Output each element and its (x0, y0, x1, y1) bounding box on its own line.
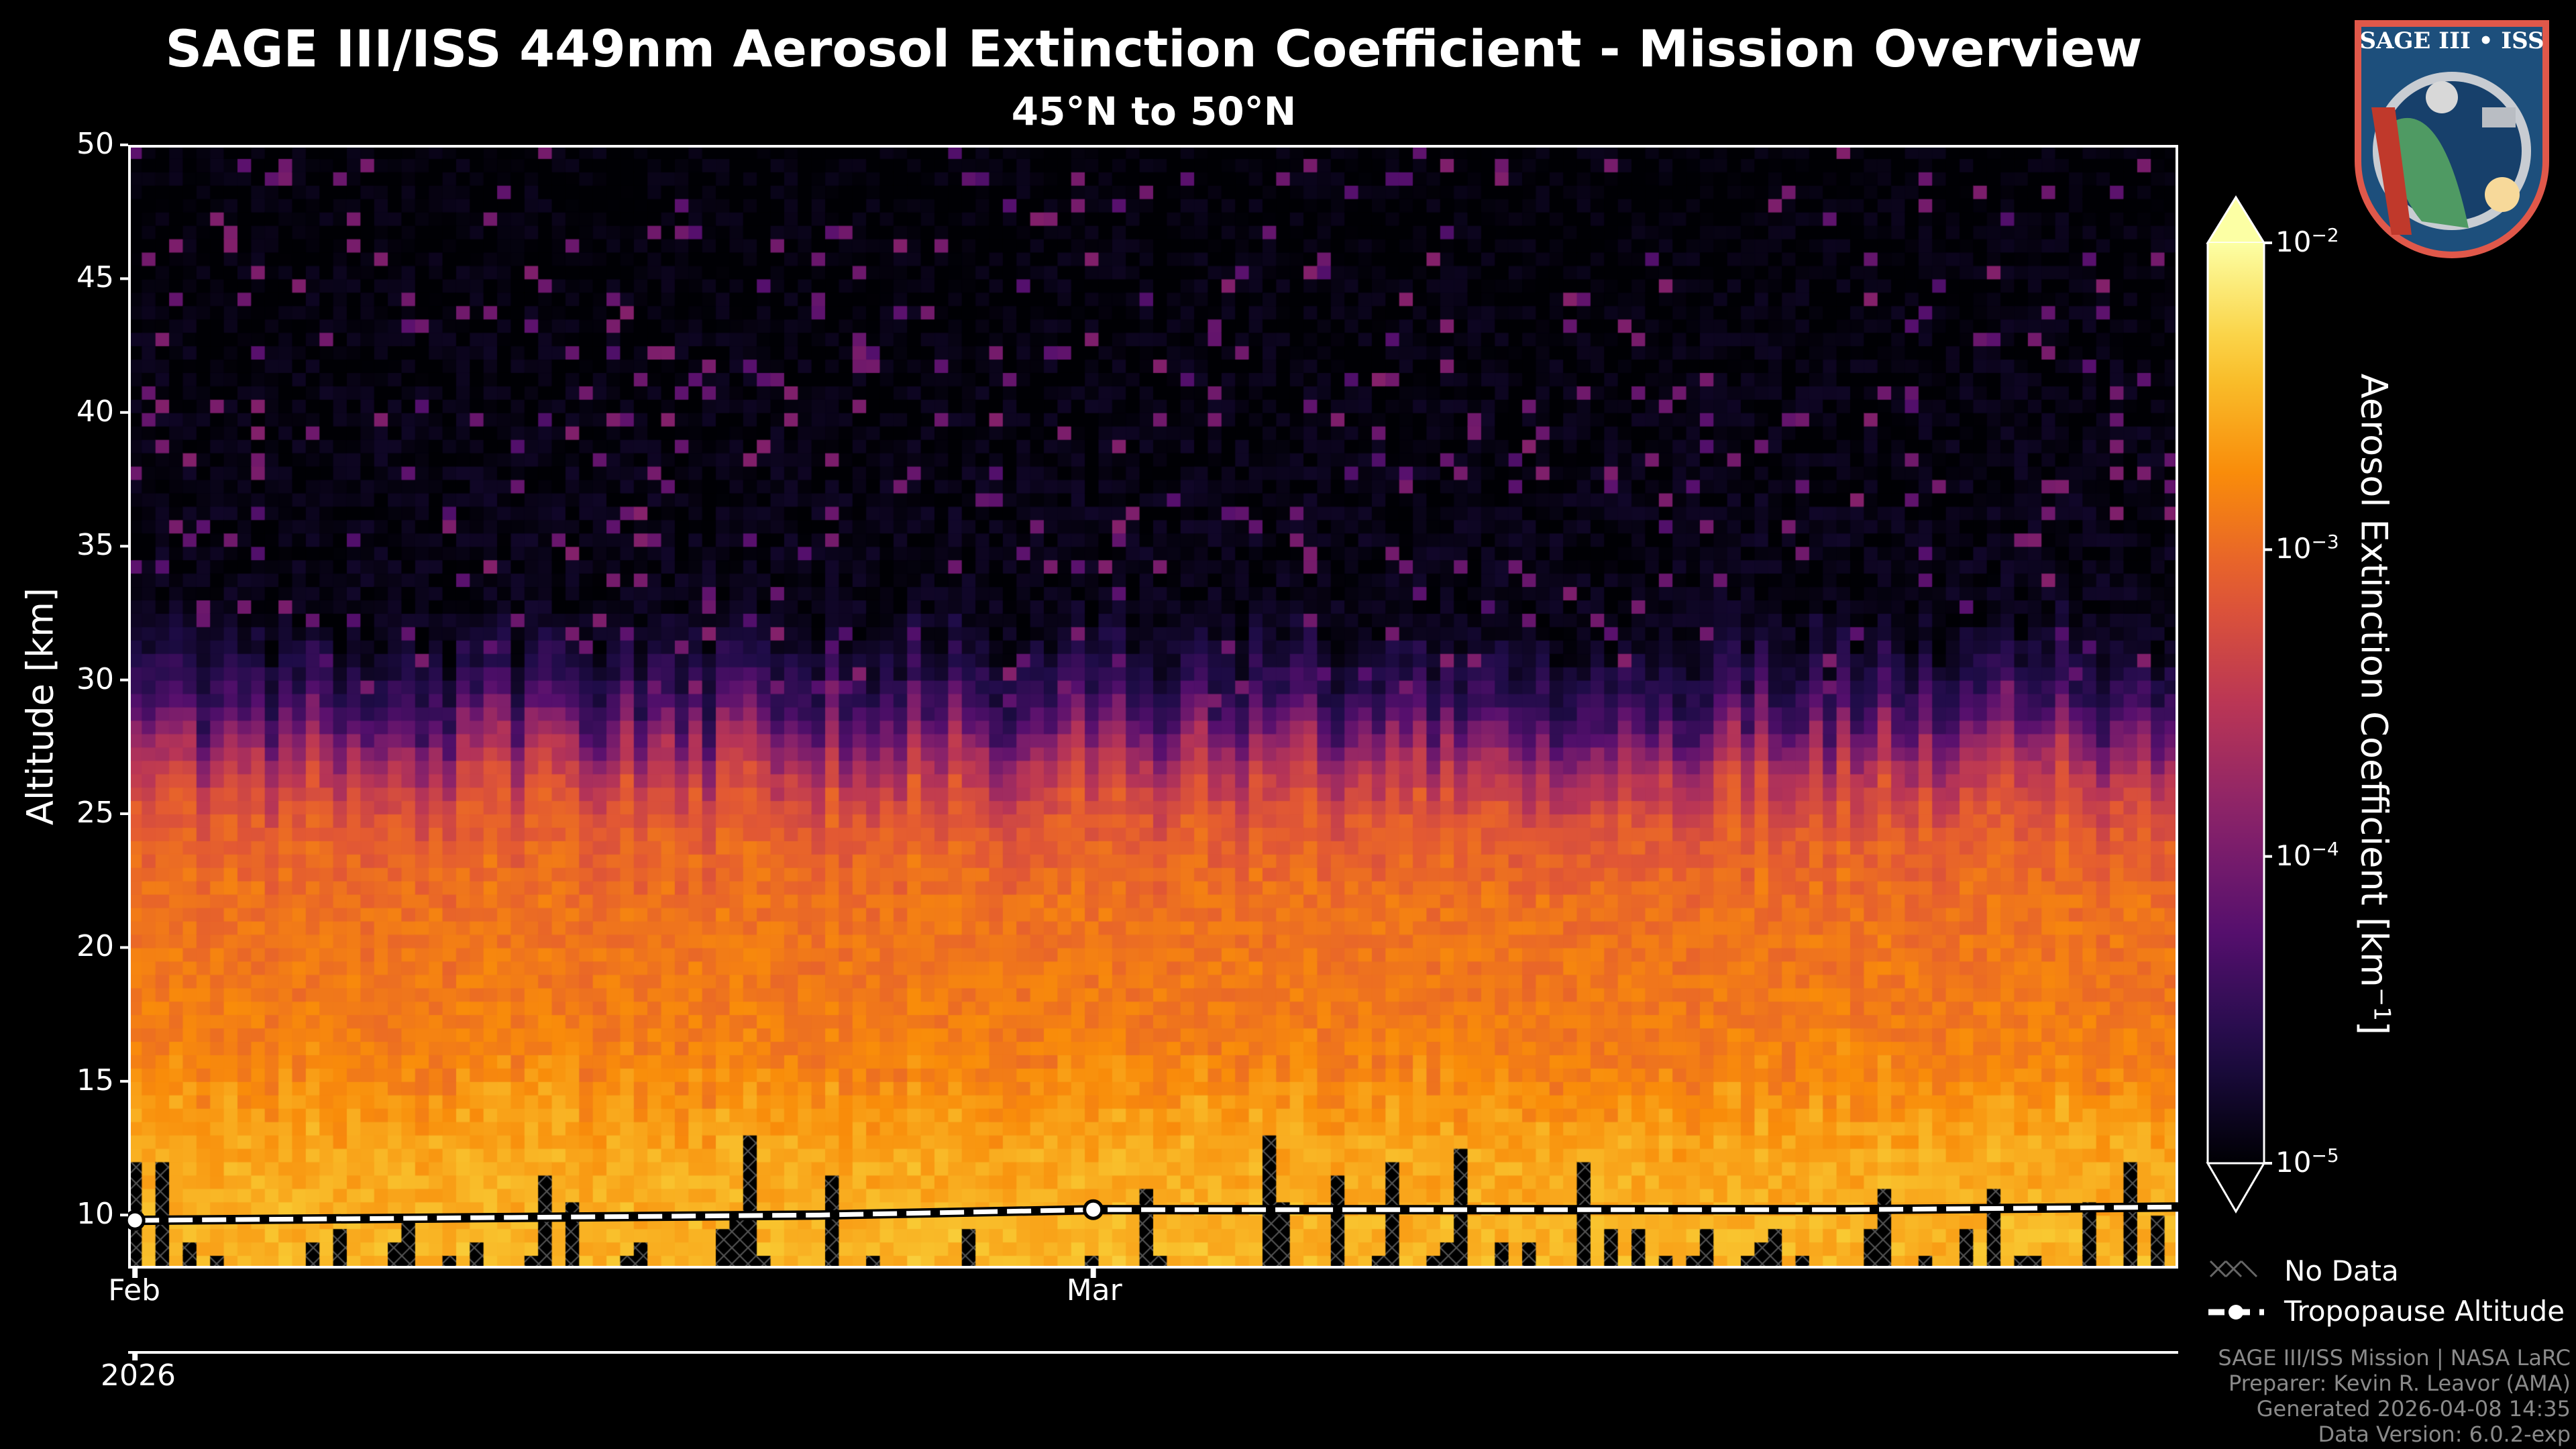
tropopause-marker (124, 1210, 146, 1231)
y-tick-label: 45 (76, 260, 114, 295)
y-tick-label: 15 (76, 1063, 114, 1097)
x-tick-label: Mar (1066, 1273, 1122, 1307)
legend-no-data-hatch-icon (2209, 1260, 2258, 1278)
colorbar-tick-label: 10−2 (2275, 224, 2339, 258)
footer-generated: Generated 2026-04-08 14:35 (2256, 1396, 2571, 1421)
tropopause-marker (1083, 1199, 1104, 1220)
legend-no-data-label: No Data (2284, 1254, 2399, 1287)
y-tick-label: 25 (76, 796, 114, 830)
y-tick-label: 50 (76, 127, 114, 161)
footer-preparer: Preparer: Kevin R. Leavor (AMA) (2228, 1371, 2571, 1396)
footer-version: Data Version: 6.0.2-exp (2318, 1421, 2571, 1447)
logo-title: SAGE III • ISS (2359, 28, 2544, 54)
colorbar-tick-label: 10−5 (2275, 1144, 2339, 1179)
y-tick-label: 40 (76, 394, 114, 429)
legend-tropopause-label: Tropopause Altitude (2284, 1295, 2565, 1328)
colorbar-label: Aerosol Extinction Coefficient [km−1] (2353, 373, 2396, 1036)
x-tick-label: Feb (108, 1273, 161, 1307)
chart-title: SAGE III/ISS 449nm Aerosol Extinction Co… (165, 19, 2143, 78)
heatmap-canvas (128, 145, 2178, 1269)
y-tick-label: 30 (76, 661, 114, 696)
y-tick-label: 20 (76, 929, 114, 964)
sage-iii-iss-logo: SAGE III • ISS (2355, 20, 2549, 258)
y-tick-label: 10 (76, 1197, 114, 1232)
colorbar-extend-min (2206, 1162, 2266, 1214)
chart-subtitle: 45°N to 50°N (1011, 89, 1297, 134)
legend-tropopause-marker-icon (2229, 1305, 2243, 1320)
year-label: 2026 (101, 1358, 176, 1393)
colorbar-extend-max (2206, 195, 2266, 244)
y-tick-label: 35 (76, 528, 114, 563)
footer-mission: SAGE III/ISS Mission | NASA LaRC (2218, 1345, 2571, 1371)
colorbar (2208, 243, 2264, 1163)
plot-frame (128, 145, 2178, 1269)
colorbar-tick-label: 10−3 (2275, 531, 2339, 566)
y-axis-label: Altitude [km] (19, 587, 62, 826)
colorbar-tick-label: 10−4 (2275, 837, 2339, 872)
